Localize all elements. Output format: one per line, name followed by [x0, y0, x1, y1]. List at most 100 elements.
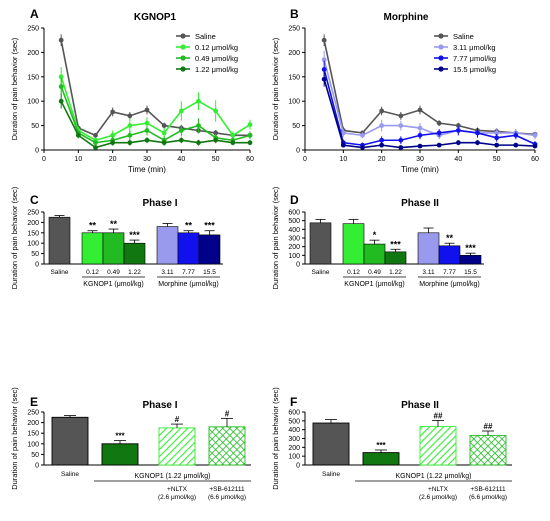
p0-series-0-point: [161, 123, 167, 128]
p3-y-tick-label: 500: [288, 218, 300, 225]
p4-panel-letter: E: [30, 395, 38, 409]
p0-series-3-point: [213, 137, 219, 143]
p1-legend-label-2: 7.77 μmol/kg: [453, 54, 496, 63]
p1-series-3-point: [455, 140, 461, 146]
p1-x-tick-label: 60: [531, 156, 539, 163]
p0-y-tick-label: 50: [31, 123, 39, 130]
p1-series-0-point: [398, 113, 404, 119]
p3-sig-3: ***: [390, 239, 401, 249]
p4-sig-2: #: [175, 415, 180, 424]
p5-y-tick-label: 600: [288, 410, 300, 417]
p3-x-tick-label-6: 15.5: [464, 269, 477, 276]
p2-bar-4: [156, 226, 179, 265]
p1-legend-marker-0: [438, 33, 444, 39]
p0-series-3-point: [110, 140, 116, 146]
p2-panel-letter: C: [30, 193, 39, 207]
p0-series-2-point: [247, 132, 253, 138]
p1-series-3-point: [321, 76, 327, 82]
p3-x-tick-label-3: 1.22: [389, 269, 402, 276]
p1-series-3-point: [532, 143, 538, 149]
p0-series-2-point: [58, 84, 64, 89]
p2-group-label-1: Morphine (μmol/kg): [158, 281, 218, 288]
p5-y-tick-label: 100: [288, 454, 300, 461]
p1-x-tick-label: 20: [378, 156, 386, 163]
p0-series-0-point: [110, 109, 116, 115]
p1-series-3-point: [360, 145, 365, 150]
p3-y-tick-label: 100: [288, 253, 300, 260]
p1-x-tick-label: 30: [416, 156, 424, 163]
p4-x-sublabel-3: (6.6 μmol/kg): [208, 494, 246, 501]
p0-series-0-point: [213, 130, 219, 136]
p0-series-0-point: [93, 132, 98, 138]
p5-x-sublabel-3: (6.6 μmol/kg): [469, 494, 507, 501]
p2-x-tick-label-3: 1.22: [128, 269, 141, 276]
p5-panel-letter: F: [290, 395, 297, 409]
p4-x-sublabel-2: (2.6 μmol/kg): [158, 494, 196, 501]
p3-title: Phase II: [401, 198, 439, 209]
p1-series-2-line: [323, 69, 536, 146]
p1-series-2-point: [455, 128, 461, 133]
p3-sig-5: **: [446, 233, 454, 243]
p0-legend-label-0: Saline: [195, 32, 216, 41]
p2-sig-2: **: [110, 219, 118, 229]
p0-legend-label-2: 0.49 μmol/kg: [195, 54, 238, 63]
p0-y-tick-label: 150: [27, 74, 39, 81]
p0-panel-letter: A: [30, 7, 39, 21]
p0-x-tick-label: 20: [109, 156, 117, 163]
p5-y-tick-label: 200: [288, 445, 300, 452]
p0-legend-label-1: 0.12 μmol/kg: [195, 43, 238, 52]
p1-series-2-point: [398, 137, 404, 143]
p0-series-1-point: [127, 123, 133, 128]
p1-series-3-point: [494, 142, 500, 148]
p5-x-label-saline: Saline: [322, 471, 340, 478]
p0-x-axis-label: Time (min): [128, 165, 166, 174]
p2-bar-3: [123, 242, 146, 265]
p0-series-3-point: [58, 98, 64, 104]
p5-y-tick-label: 400: [288, 427, 300, 434]
p0-series-3-point: [247, 140, 253, 146]
p0-series-0-point: [144, 107, 150, 113]
p1-legend-marker-3: [438, 66, 444, 72]
p3-y-tick-label: 200: [288, 244, 300, 251]
p0-x-tick-label: 40: [177, 156, 185, 163]
p1-series-0-point: [321, 37, 327, 43]
p3-bar-2: [363, 243, 386, 265]
p2-group-label-0: KGNOP1 (μmol/kg): [83, 281, 143, 288]
p1-y-tick-label: 150: [288, 74, 300, 81]
p1-series-1-point: [379, 123, 385, 128]
p5-bar-1: [362, 452, 400, 466]
p1-y-tick-label: 200: [288, 50, 300, 57]
p1-series-2-point: [379, 137, 385, 143]
p0-series-2-line: [60, 86, 251, 144]
p2-y-tick-label: 50: [31, 251, 39, 258]
p0-legend-label-3: 1.22 μmol/kg: [195, 65, 238, 74]
p3-bar-6: [459, 255, 482, 265]
p0-series-0-point: [127, 113, 133, 119]
p5-title: Phase II: [401, 400, 439, 411]
p0-legend-marker-2: [180, 55, 186, 61]
p4-title: Phase I: [142, 400, 177, 411]
p0-series-2-point: [196, 123, 201, 128]
p1-series-0-point: [436, 120, 442, 126]
p5-y-tick-label: 300: [288, 436, 300, 443]
p0-series-2-point: [144, 128, 150, 133]
p4-group-label: KGNOP1 (1.22 μmol/kg): [134, 473, 210, 480]
p2-bar-6: [198, 234, 221, 265]
p4-sig-1: ***: [115, 432, 125, 441]
p2-x-tick-label-0: Saline: [50, 269, 68, 276]
p1-series-1-point: [340, 130, 346, 136]
p1-series-2-point: [417, 132, 423, 138]
p3-x-tick-label-4: 3.11: [422, 269, 435, 276]
p0-series-3-point: [161, 140, 167, 146]
p3-group-label-0: KGNOP1 (μmol/kg): [344, 281, 404, 288]
p3-y-axis-label: Duration of pain behavior (sec): [271, 186, 280, 289]
p0-y-axis-label: Duration of pain behavior (sec): [10, 37, 19, 140]
p1-legend-label-1: 3.11 μmol/kg: [453, 43, 496, 52]
p0-series-1-point: [230, 132, 236, 138]
p1-legend-marker-2: [438, 55, 444, 61]
p2-y-tick-label: 150: [27, 230, 39, 237]
p3-bar-4: [417, 232, 440, 265]
p1-series-1-point: [494, 130, 500, 136]
p5-bar-0: [312, 422, 350, 466]
